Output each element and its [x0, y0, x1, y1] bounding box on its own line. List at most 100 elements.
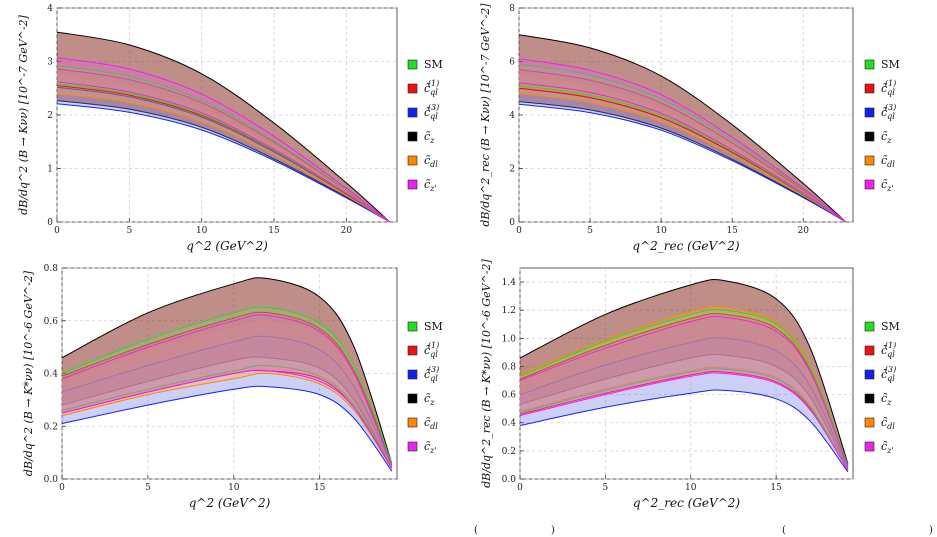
band-lower-line-cql3: [519, 103, 847, 222]
band-lower-line-cql3: [520, 389, 849, 473]
band-lower-line-cql3: [62, 385, 393, 472]
band-cdl: [62, 320, 392, 469]
y-tick-label: 0: [47, 218, 53, 228]
band-upper-line-SM: [62, 306, 393, 464]
legend-label-cql1: c̃ql(1): [881, 79, 896, 97]
chart-panel-3: 0 5 10 15 0.0 0.2 0.4 0.6 0.8 q^2 (GeV^2) dB/dq^2 …: [22, 264, 443, 510]
legend-swatch-cql3: [864, 107, 875, 118]
caption-fragment: ): [551, 525, 555, 536]
y-tick-label: 0.4: [502, 419, 517, 429]
legend-swatch-cdl: [864, 417, 875, 428]
band-czp: [519, 58, 846, 222]
plot-area: [519, 34, 847, 222]
x-tick-label: 5: [603, 483, 609, 493]
band-upper-line-SM: [57, 65, 391, 222]
legend-label-cql3: c̃ql(3): [424, 365, 439, 383]
y-tick-label: 1: [47, 165, 53, 175]
legend-label-cdl: c̃dl: [424, 416, 438, 431]
x-tick-label: 0: [517, 483, 523, 493]
y-axis-label: dB/dq^2 (B → K*νν) [10^-6 GeV^-2]: [22, 270, 35, 476]
y-axis-label: dB/dq^2_rec (B → Kνν) [10^-7 GeV^-2]: [479, 3, 492, 227]
legend-swatch-czp: [864, 179, 875, 190]
caption-fragment: (: [782, 525, 786, 536]
x-tick-label: 5: [145, 483, 151, 493]
x-tick-label: 5: [587, 226, 593, 236]
band-lower-line-cdl: [520, 366, 849, 471]
x-tick-label: 20: [341, 226, 353, 236]
x-tick-label: 0: [59, 483, 65, 493]
x-tick-label: 10: [196, 226, 208, 236]
legend: SM c̃ql(1) c̃ql(3) c̃z c̃dl c̃z': [864, 58, 900, 193]
legend-swatch-czp: [407, 441, 418, 452]
plot-area: [57, 31, 391, 222]
legend-swatch-cz: [864, 131, 875, 142]
band-lower-line-SM: [520, 368, 849, 471]
legend-swatch-SM: [864, 59, 875, 70]
plot-area: [62, 277, 393, 472]
band-lower-line-cz: [520, 353, 849, 470]
caption-fragment: (: [474, 525, 478, 536]
chart-panel-1: 0 5 10 15 20 0 1 2 3 4 q^2 (GeV^2) dB/dq^2 (B → Kνν…: [17, 4, 443, 253]
band-upper-line-cql3: [520, 337, 849, 468]
x-tick-label: 0: [516, 226, 522, 236]
x-tick-label: 15: [770, 483, 782, 493]
legend-label-cql3: c̃ql(3): [881, 103, 896, 121]
y-tick-label: 4: [509, 111, 515, 121]
x-tick-label: 15: [268, 226, 280, 236]
plot-area: [520, 278, 849, 473]
band-czp: [520, 316, 848, 471]
y-tick-label: 0.6: [44, 317, 59, 327]
band-lower-line-cql1: [520, 371, 849, 471]
y-tick-label: 6: [509, 58, 515, 68]
chart-panel-4: 0 5 10 15 0.0 0.2 0.4 0.6 0.8 1.0 1.2 1.4 q^2_rec (G…: [480, 258, 900, 510]
legend-label-cz: c̃z: [881, 130, 892, 145]
band-SM: [62, 306, 392, 469]
legend-swatch-SM: [407, 321, 418, 332]
legend-swatch-cql3: [407, 369, 418, 380]
band-upper-line-cz: [520, 278, 849, 464]
legend-swatch-SM: [407, 59, 418, 70]
x-tick-label: 15: [314, 483, 326, 493]
y-tick-label: 1.0: [502, 334, 517, 344]
y-tick-label: 4: [47, 4, 53, 14]
band-upper-line-cz: [62, 277, 393, 464]
band-upper-line-SM: [520, 308, 849, 466]
legend-swatch-cql1: [864, 83, 875, 94]
band-lower-line-cql3: [57, 103, 391, 222]
legend-swatch-cdl: [864, 155, 875, 166]
band-lower-line-cdl: [57, 93, 391, 222]
band-upper-line-SM: [519, 63, 847, 222]
legend-swatch-cdl: [407, 155, 418, 166]
legend-label-cdl: c̃dl: [881, 154, 895, 169]
legend-label-czp: c̃z': [424, 440, 437, 455]
band-upper-line-cql3: [62, 335, 393, 467]
band-SM: [57, 65, 390, 222]
y-tick-label: 3: [47, 58, 53, 68]
legend-label-czp: c̃z': [424, 178, 437, 193]
band-upper-line-czp: [62, 314, 393, 466]
x-tick-label: 10: [228, 483, 240, 493]
legend-swatch-cql1: [864, 345, 875, 356]
band-cql1: [519, 69, 846, 222]
x-tick-label: 15: [726, 226, 738, 236]
legend-label-cdl: c̃dl: [424, 154, 438, 169]
band-upper-line-cql1: [519, 69, 847, 222]
y-tick-label: 8: [509, 4, 515, 14]
caption-fragment: ): [929, 525, 933, 536]
band-czp: [57, 57, 390, 222]
x-tick-label: 10: [685, 483, 697, 493]
legend-label-SM: SM: [424, 320, 443, 333]
legend: SM c̃ql(1) c̃ql(3) c̃z c̃dl c̃z': [407, 58, 443, 193]
band-cql1: [520, 313, 848, 471]
legend-swatch-czp: [864, 441, 875, 452]
band-lower-line-cql1: [57, 85, 391, 222]
y-axis-label: dB/dq^2 (B → Kνν) [10^-7 GeV^-2]: [17, 14, 30, 214]
legend-label-SM: SM: [881, 58, 900, 71]
band-cql3: [520, 337, 848, 472]
y-tick-label: 0.2: [502, 447, 516, 457]
band-lower-line-SM: [62, 364, 393, 469]
legend-swatch-czp: [407, 179, 418, 190]
band-upper-line-cql1: [520, 313, 849, 467]
legend-label-cql1: c̃ql(1): [424, 341, 439, 359]
